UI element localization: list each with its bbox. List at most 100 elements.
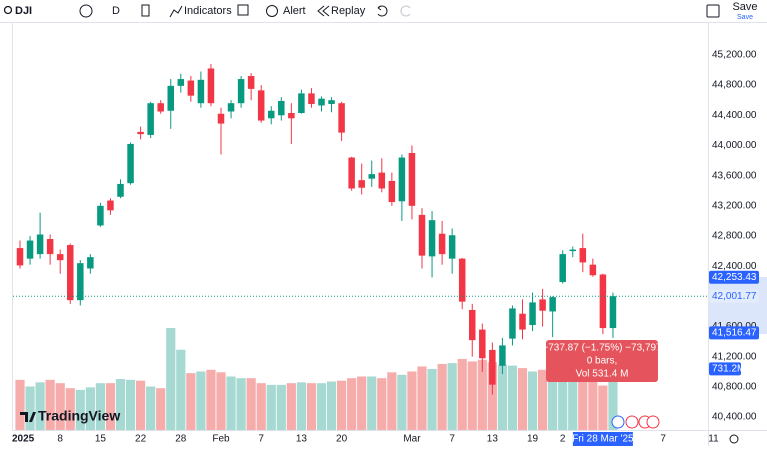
event-icon[interactable] (611, 415, 625, 429)
settings-icon[interactable] (729, 434, 739, 444)
toolbar (0, 0, 767, 22)
candle-body (579, 248, 587, 263)
save-button[interactable]: Save (732, 1, 757, 13)
fullscreen-icon[interactable] (706, 4, 720, 18)
candle-body (599, 274, 607, 329)
volume-bar (347, 378, 357, 430)
candle-body (408, 153, 416, 206)
volume-bar (85, 387, 95, 430)
volume-bar (377, 378, 387, 430)
candle-body (147, 103, 154, 135)
volume-bar (326, 381, 337, 430)
candle-body (308, 93, 315, 104)
candle-body (448, 235, 456, 259)
y-tick-label: 40,800.00 (712, 382, 757, 393)
candle-body (227, 103, 235, 112)
volume-bar (538, 369, 548, 430)
volume-bar (507, 365, 518, 430)
x-tick-label: 22 (135, 434, 147, 445)
candle-body (117, 183, 124, 197)
volume-bar (548, 372, 558, 430)
candle-body (77, 263, 84, 301)
volume-bar (477, 359, 487, 430)
volume-bar (568, 369, 578, 430)
candle-body (569, 249, 576, 252)
volume-bar (417, 366, 427, 430)
price-tag-label: 42,001.77 (712, 291, 757, 302)
y-tick-label: 43,200.00 (712, 200, 757, 211)
candle-body (247, 76, 255, 89)
volume-bar (608, 368, 618, 430)
candle-body (328, 100, 335, 104)
chart-type-icon[interactable] (141, 4, 150, 17)
x-tick-label: 13 (487, 434, 499, 445)
volume-bar (487, 362, 497, 430)
layout-icon[interactable] (237, 4, 249, 16)
volume-bar (115, 379, 126, 430)
volume-bar (578, 371, 588, 430)
add-icon[interactable] (79, 4, 93, 18)
x-tick-label: 11 (708, 434, 719, 445)
volume-bar (337, 380, 347, 430)
x-tick-label: 2 (560, 434, 566, 445)
candle-body (428, 220, 436, 257)
candle-body (46, 239, 54, 255)
candle-body (609, 296, 617, 329)
volume-bar (95, 383, 105, 430)
candle-body (197, 79, 205, 104)
volume-bar (497, 364, 507, 430)
alert-icon[interactable] (266, 5, 278, 17)
x-tick-label: 7 (660, 434, 666, 445)
price-tag (709, 326, 759, 340)
symbol[interactable]: DJI (15, 5, 32, 17)
indicators-button[interactable]: Indicators (184, 5, 232, 17)
candle-body (589, 264, 597, 276)
event-icon[interactable] (646, 415, 660, 429)
price-tag-label: 42,253.43 (712, 272, 757, 283)
candle-body (127, 143, 134, 184)
redo-icon[interactable] (400, 5, 411, 17)
volume-bar (176, 349, 186, 430)
indicators-icon[interactable] (169, 5, 183, 18)
volume-bar (156, 388, 166, 430)
x-tick-label: Mar (403, 434, 421, 445)
candle-body (458, 258, 466, 302)
tooltip-line: −737.87 (−1.75%) −73,797 (542, 343, 662, 354)
logo-text: TradingView (38, 408, 120, 424)
volume-bar (35, 382, 45, 430)
volume-bar (316, 383, 327, 430)
volume-bar (75, 389, 85, 430)
volume-bar (467, 361, 477, 430)
candle-body (107, 200, 114, 211)
volume-bar (306, 383, 317, 430)
tooltip-line: Vol 531.4 M (576, 369, 629, 380)
search-icon[interactable] (3, 5, 13, 15)
volume-bar (286, 383, 296, 430)
volume-bar (558, 371, 568, 430)
volume-bar (397, 374, 407, 430)
volume-bar (447, 363, 457, 430)
volume-bar (457, 358, 467, 430)
volume-bar (216, 372, 226, 430)
candle-body (388, 180, 396, 203)
interval[interactable]: D (112, 5, 120, 17)
candle-body (237, 79, 245, 104)
measure-tooltip (546, 340, 658, 382)
undo-icon[interactable] (377, 5, 388, 17)
y-tick-label: 40,400.00 (712, 412, 757, 423)
candle-body (97, 205, 104, 226)
alert-button[interactable]: Alert (283, 5, 306, 17)
replay-icon[interactable] (317, 5, 330, 17)
candle-body (368, 174, 375, 179)
x-tick-label: 7 (258, 434, 264, 445)
candle-body (519, 313, 526, 330)
replay-button[interactable]: Replay (331, 5, 366, 17)
volume-bar (125, 379, 136, 430)
volume-bar (136, 380, 146, 430)
candle-body (187, 80, 195, 96)
event-icon[interactable] (625, 415, 639, 429)
save-status[interactable]: Save (737, 14, 753, 21)
candle-body (87, 257, 94, 269)
volume-bar (166, 328, 176, 430)
volume-bar (65, 388, 75, 430)
